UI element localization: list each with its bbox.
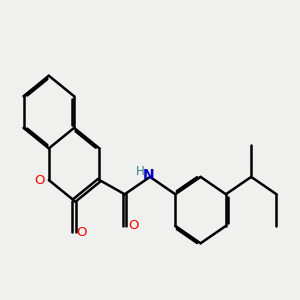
Text: H: H <box>136 165 144 178</box>
Text: N: N <box>142 168 154 182</box>
Text: O: O <box>35 173 45 187</box>
Text: O: O <box>76 226 86 239</box>
Text: O: O <box>128 219 139 232</box>
